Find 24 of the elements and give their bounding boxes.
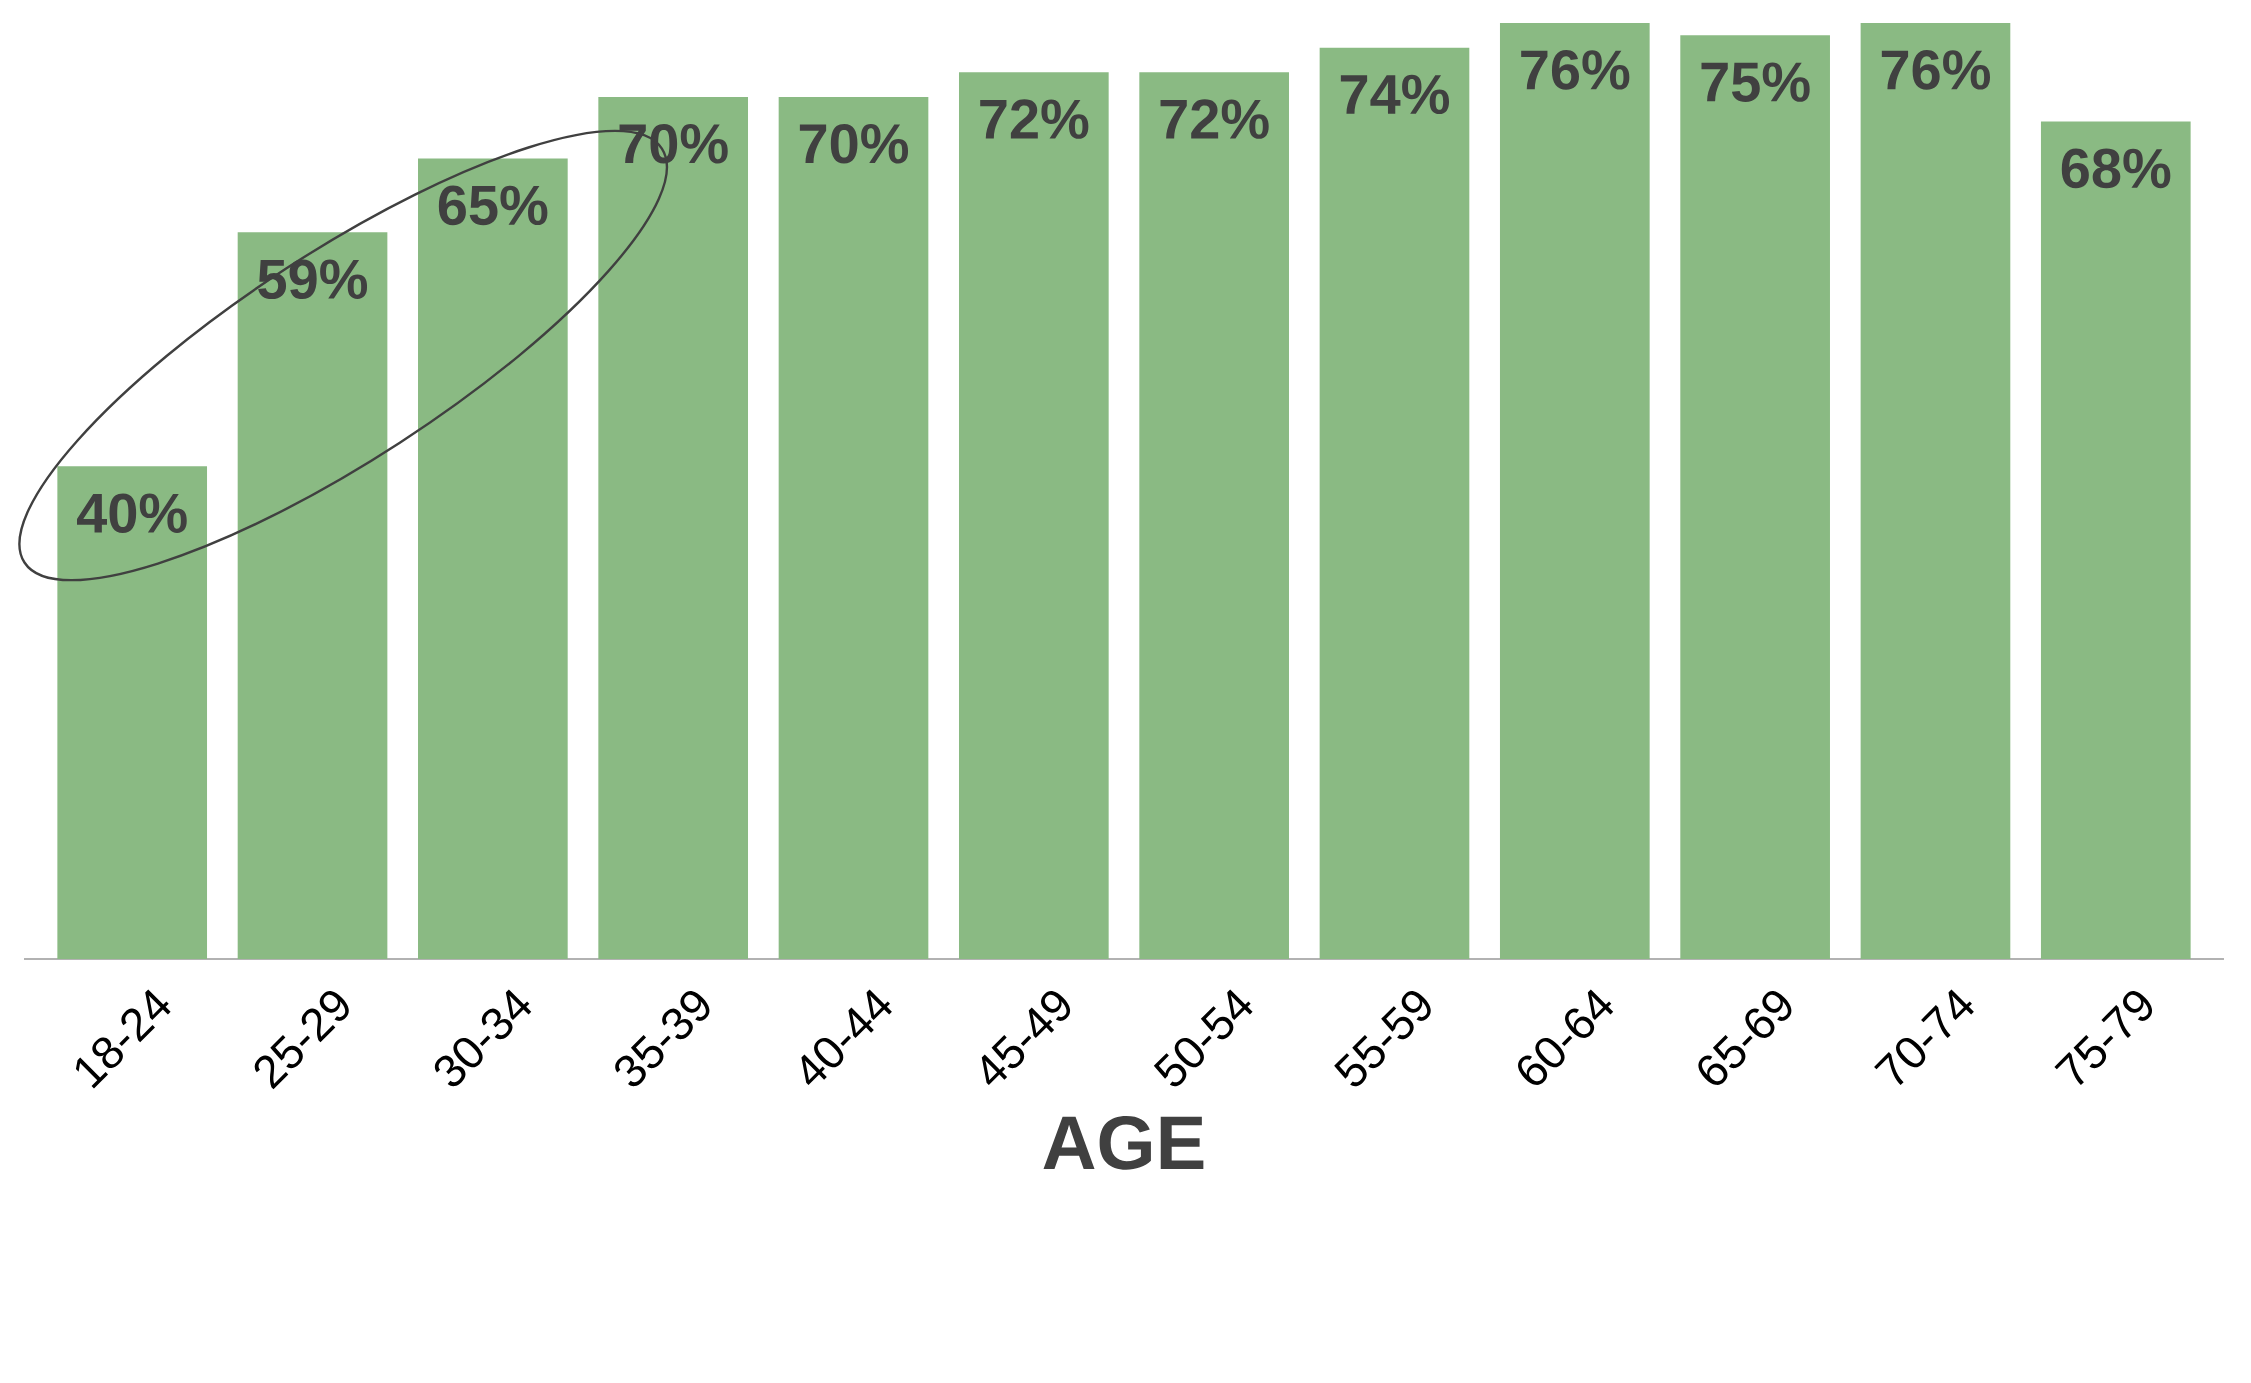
data-label: 65% xyxy=(438,185,548,226)
data-label: 72% xyxy=(980,99,1089,139)
data-label: 68% xyxy=(2061,148,2171,189)
bar xyxy=(1319,47,1470,959)
bar xyxy=(418,158,568,959)
bar xyxy=(1499,23,1650,959)
bar xyxy=(598,96,749,959)
bar xyxy=(1680,35,1830,959)
data-label: 59% xyxy=(258,259,368,300)
x-axis-title: AGE xyxy=(1043,1115,1204,1170)
data-label: 75% xyxy=(1701,62,1810,102)
bar xyxy=(1139,72,1289,959)
data-label: 72% xyxy=(1160,99,1269,139)
data-label: 74% xyxy=(1340,74,1450,115)
bar xyxy=(1860,23,2011,959)
data-label: 70% xyxy=(799,123,909,164)
data-label: 40% xyxy=(77,493,187,534)
data-label: 76% xyxy=(1881,50,1990,90)
bar xyxy=(778,96,929,959)
bar xyxy=(57,466,208,959)
bar xyxy=(237,232,388,959)
bar xyxy=(2040,121,2191,959)
bar xyxy=(958,72,1109,959)
data-label: 76% xyxy=(1521,50,1630,90)
